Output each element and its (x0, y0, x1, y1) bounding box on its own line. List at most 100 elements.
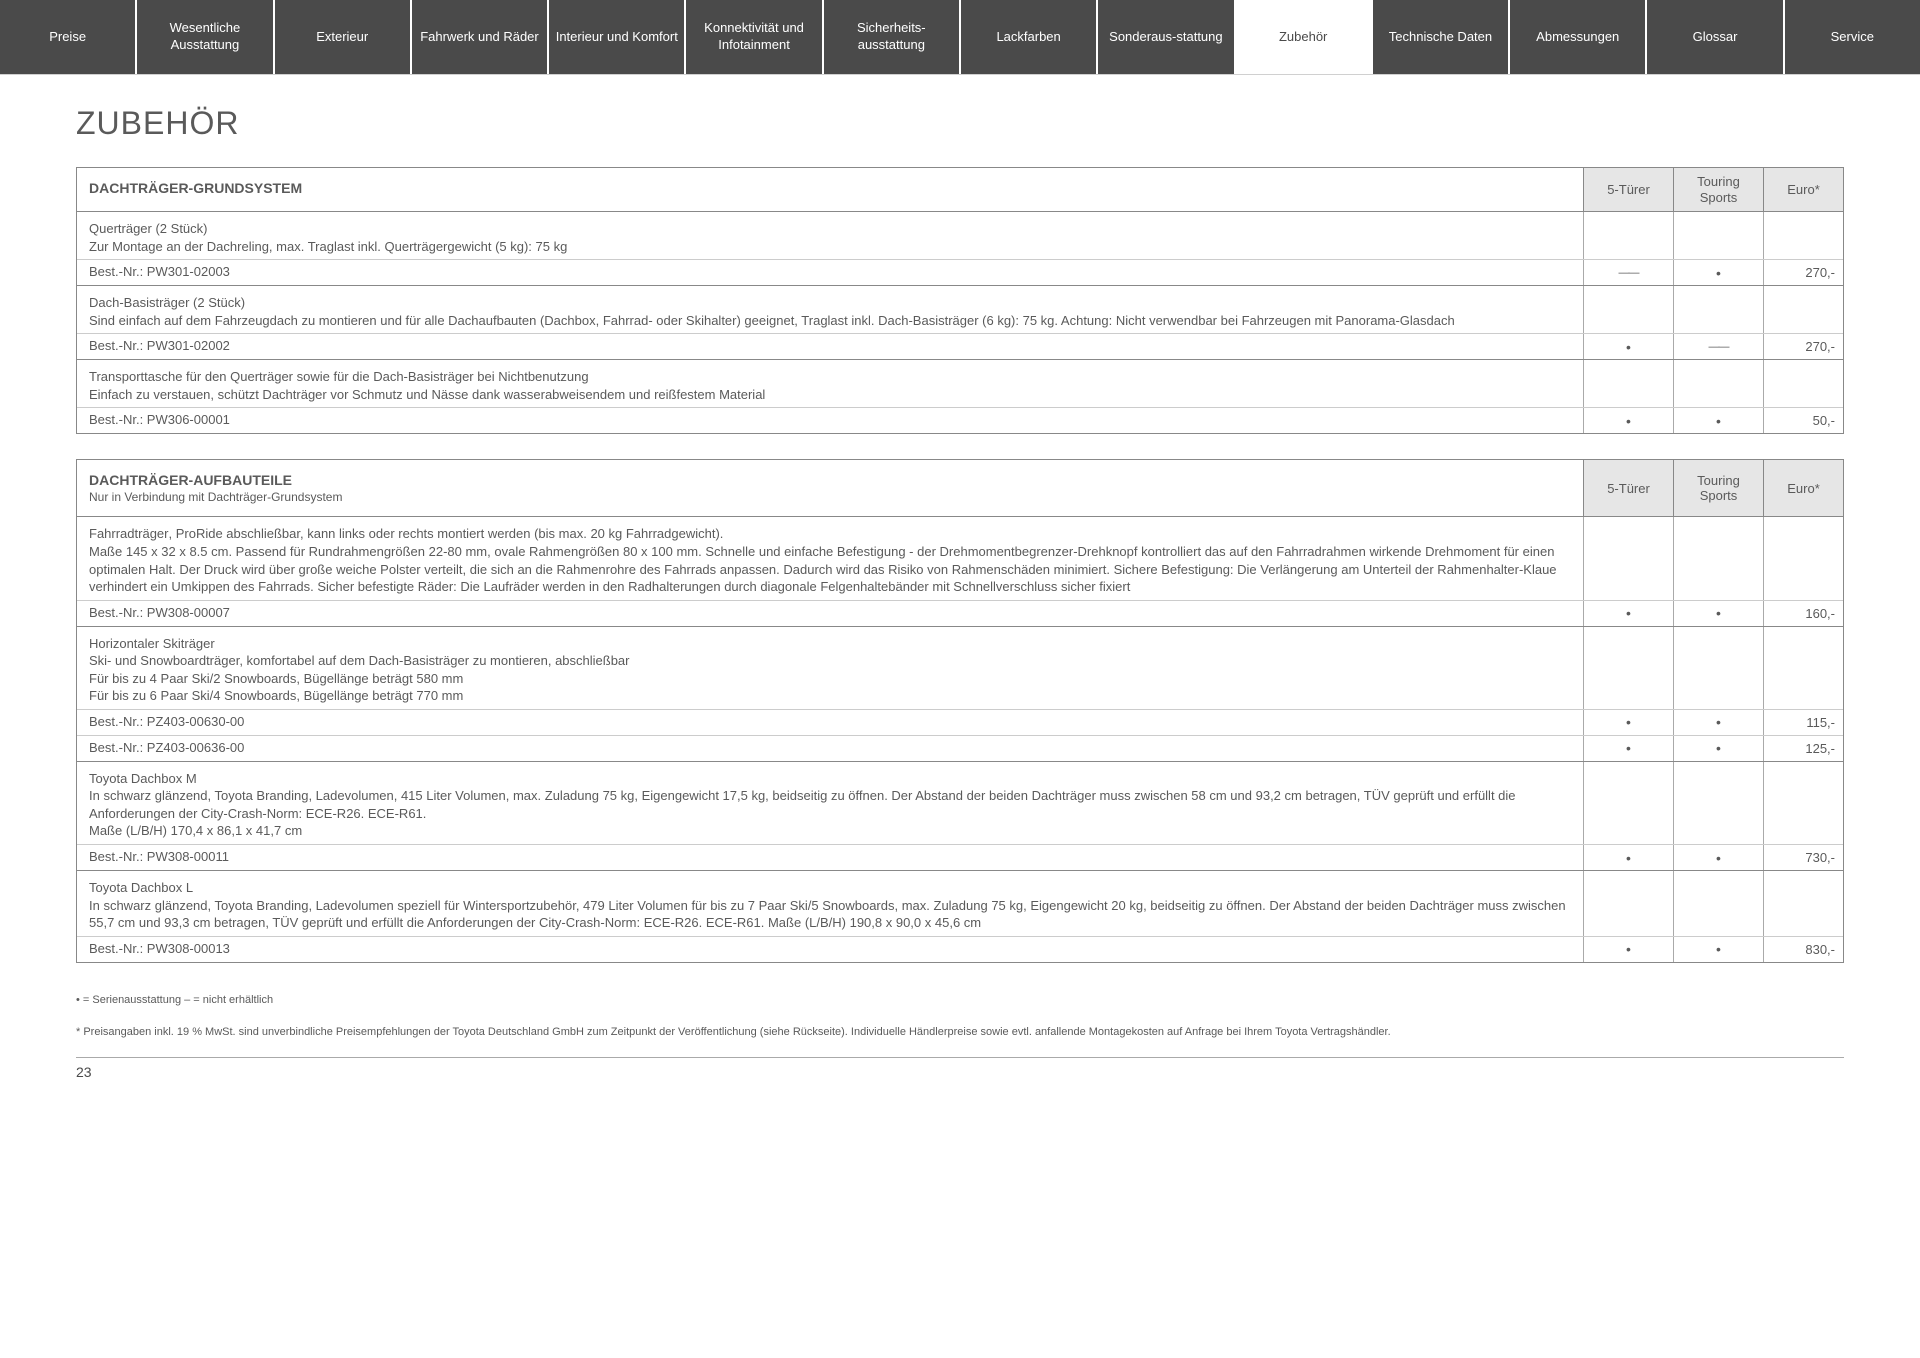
availability-mark: • (1673, 937, 1763, 962)
nav-bar: PreiseWesentliche AusstattungExterieurFa… (0, 0, 1920, 75)
column-header-price: Euro* (1763, 168, 1843, 211)
cell-spacer (1583, 762, 1673, 844)
cell-spacer (1673, 627, 1763, 709)
nav-tab[interactable]: Wesentliche Ausstattung (135, 0, 272, 74)
cell-spacer (1583, 286, 1673, 333)
price-value: 160,- (1763, 601, 1843, 626)
order-row: Best.-Nr.: PZ403-00636-00••125,- (77, 735, 1843, 761)
cell-spacer (1673, 871, 1763, 936)
legend: • = Serienausstattung – = nicht erhältli… (76, 988, 1844, 1013)
item-desc-text: Ski- und Snowboardträger, komfortabel au… (89, 653, 630, 703)
price-value: 115,- (1763, 710, 1843, 735)
column-header: Touring Sports (1673, 168, 1763, 211)
cell-spacer (1583, 360, 1673, 407)
price-value: 830,- (1763, 937, 1843, 962)
order-number: Best.-Nr.: PW301-02003 (77, 260, 1583, 285)
availability-mark: • (1583, 710, 1673, 735)
item-description: Transporttasche für den Querträger sowie… (77, 360, 1583, 407)
order-number: Best.-Nr.: PW308-00011 (77, 845, 1583, 870)
item-description: Horizontaler Skiträger Ski- und Snowboard… (77, 627, 1583, 709)
item-title: Horizontaler Skiträger (89, 636, 215, 651)
cell-spacer (1673, 360, 1763, 407)
item-desc-text: Maße 145 x 32 x 8.5 cm. Passend für Rund… (89, 544, 1557, 594)
item-title: Fahrradträger (89, 526, 168, 541)
price-value: 270,- (1763, 334, 1843, 359)
cell-spacer (1673, 212, 1763, 259)
section: DACHTRÄGER-GRUNDSYSTEM5-TürerTouring Spo… (76, 167, 1844, 434)
nav-tab[interactable]: Abmessungen (1508, 0, 1645, 74)
availability-mark: • (1673, 601, 1763, 626)
page-content: ZUBEHÖR DACHTRÄGER-GRUNDSYSTEM5-TürerTou… (0, 75, 1920, 1100)
item-description: Toyota Dachbox L In schwarz glänzend, Toy… (77, 871, 1583, 936)
column-header: Touring Sports (1673, 460, 1763, 516)
nav-tab[interactable]: Sicherheits-ausstattung (822, 0, 959, 74)
column-header: 5-Türer (1583, 168, 1673, 211)
item-desc-text: In schwarz glänzend, Toyota Branding, La… (89, 898, 1566, 931)
nav-tab[interactable]: Preise (0, 0, 135, 74)
item-description: Fahrradträger, ProRide abschließbar, kan… (77, 517, 1583, 599)
cell-spacer (1763, 627, 1843, 709)
availability-mark: • (1583, 736, 1673, 761)
order-number: Best.-Nr.: PW308-00007 (77, 601, 1583, 626)
order-number: Best.-Nr.: PW301-02002 (77, 334, 1583, 359)
item-title: Toyota Dachbox L (89, 880, 193, 895)
cell-spacer (1763, 286, 1843, 333)
availability-mark: • (1583, 937, 1673, 962)
item-desc-text: Einfach zu verstauen, schützt Dachträger… (89, 387, 765, 402)
cell-spacer (1583, 212, 1673, 259)
availability-mark: • (1583, 845, 1673, 870)
nav-tab[interactable]: Lackfarben (959, 0, 1096, 74)
nav-tab[interactable]: Service (1783, 0, 1920, 74)
nav-tab[interactable]: Fahrwerk und Räder (410, 0, 547, 74)
page-title: ZUBEHÖR (76, 105, 1844, 142)
price-value: 730,- (1763, 845, 1843, 870)
nav-tab[interactable]: Glossar (1645, 0, 1782, 74)
nav-tab[interactable]: Zubehör (1234, 0, 1371, 74)
order-row: Best.-Nr.: PW301-02003——•270,- (77, 259, 1843, 285)
cell-spacer (1673, 762, 1763, 844)
price-value: 270,- (1763, 260, 1843, 285)
item-title: Dach-Basisträger (2 Stück) (89, 295, 245, 310)
availability-mark: • (1673, 260, 1763, 285)
price-value: 125,- (1763, 736, 1843, 761)
nav-tab[interactable]: Interieur und Komfort (547, 0, 684, 74)
order-row: Best.-Nr.: PW308-00013••830,- (77, 936, 1843, 962)
order-row: Best.-Nr.: PW306-00001••50,- (77, 407, 1843, 433)
section-title: DACHTRÄGER-AUFBAUTEILENur in Verbindung … (77, 460, 1583, 516)
item-block: Dach-Basisträger (2 Stück)Sind einfach a… (77, 286, 1843, 360)
order-number: Best.-Nr.: PW308-00013 (77, 937, 1583, 962)
cell-spacer (1763, 360, 1843, 407)
item-block: Transporttasche für den Querträger sowie… (77, 360, 1843, 433)
section-title: DACHTRÄGER-GRUNDSYSTEM (77, 168, 1583, 211)
item-description: Dach-Basisträger (2 Stück)Sind einfach a… (77, 286, 1583, 333)
nav-tab[interactable]: Konnektivität und Infotainment (684, 0, 821, 74)
cell-spacer (1763, 762, 1843, 844)
cell-spacer (1763, 517, 1843, 599)
item-block: Toyota Dachbox MIn schwarz glänzend, Toy… (77, 762, 1843, 871)
availability-mark: —— (1583, 260, 1673, 285)
nav-tab[interactable]: Technische Daten (1371, 0, 1508, 74)
item-block: Fahrradträger, ProRide abschließbar, kan… (77, 517, 1843, 626)
cell-spacer (1763, 212, 1843, 259)
order-row: Best.-Nr.: PW308-00011••730,- (77, 844, 1843, 870)
page-number: 23 (76, 1057, 1844, 1080)
item-title: Toyota Dachbox M (89, 771, 197, 786)
item-block: Toyota Dachbox L In schwarz glänzend, Toy… (77, 871, 1843, 962)
section: DACHTRÄGER-AUFBAUTEILENur in Verbindung … (76, 459, 1844, 962)
item-description: Querträger (2 Stück)Zur Montage an der D… (77, 212, 1583, 259)
cell-spacer (1583, 627, 1673, 709)
cell-spacer (1673, 286, 1763, 333)
item-title: Transporttasche für den Querträger sowie… (89, 369, 589, 384)
nav-tab[interactable]: Sonderaus-stattung (1096, 0, 1233, 74)
section-header: DACHTRÄGER-AUFBAUTEILENur in Verbindung … (77, 460, 1843, 517)
order-row: Best.-Nr.: PW301-02002•——270,- (77, 333, 1843, 359)
item-title: Querträger (2 Stück) (89, 221, 208, 236)
availability-mark: • (1583, 334, 1673, 359)
cell-spacer (1583, 517, 1673, 599)
nav-tab[interactable]: Exterieur (273, 0, 410, 74)
availability-mark: • (1583, 408, 1673, 433)
cell-spacer (1763, 871, 1843, 936)
section-subtitle: Nur in Verbindung mit Dachträger-Grundsy… (89, 490, 1571, 504)
item-title-suffix: , ProRide abschließbar, kann links oder … (168, 526, 723, 541)
availability-mark: —— (1673, 334, 1763, 359)
